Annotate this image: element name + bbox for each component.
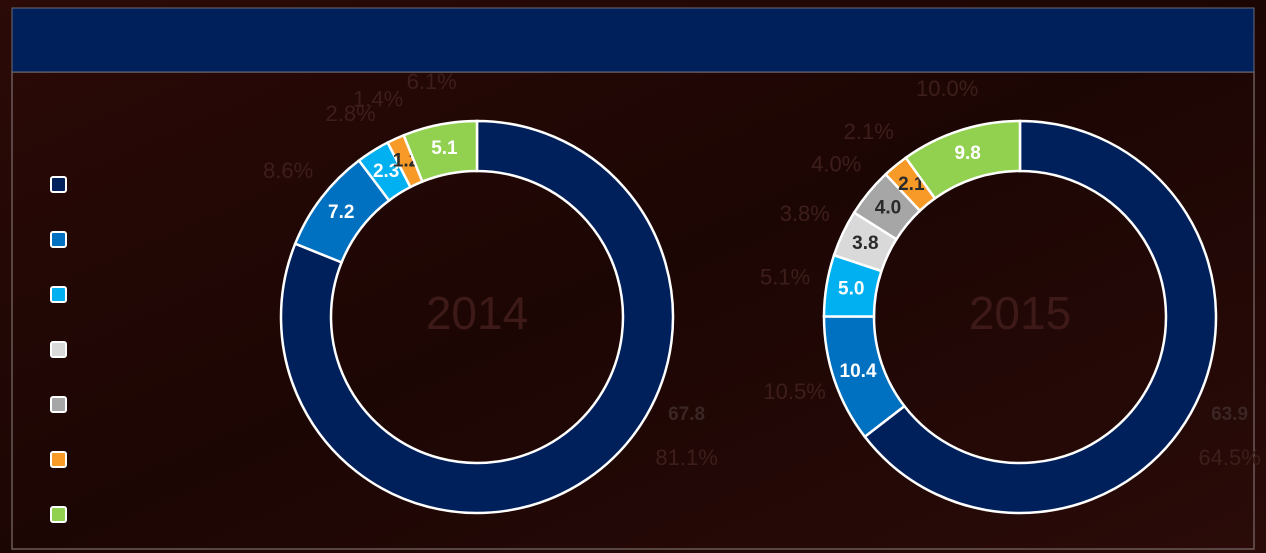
percent-label: 4.0% <box>811 152 861 177</box>
donut-slice <box>863 119 1218 515</box>
percent-label: 3.8% <box>780 201 830 226</box>
value-label: 63.9 <box>1211 404 1248 425</box>
percent-label: 5.1% <box>760 264 810 289</box>
donut-slice <box>279 119 675 515</box>
percent-label: 10.0% <box>916 76 978 101</box>
percent-label: 6.1% <box>407 69 457 94</box>
legend-swatch <box>50 396 67 413</box>
percent-label: 2.1% <box>844 119 894 144</box>
value-label: 7.2 <box>328 202 354 223</box>
percent-label: 10.5% <box>763 379 825 404</box>
percent-label: 64.5% <box>1198 445 1260 470</box>
value-label: 2.3 <box>373 161 399 182</box>
percent-label: 8.6% <box>263 158 313 183</box>
value-label: 67.8 <box>668 404 705 425</box>
value-label: 2.1 <box>898 174 925 195</box>
percent-label: 2.8% <box>326 101 376 126</box>
percent-label: 81.1% <box>655 445 717 470</box>
legend-swatch <box>50 286 67 303</box>
value-label: 3.8 <box>852 233 878 254</box>
percent-label: 1.4% <box>353 86 403 111</box>
legend-swatch <box>50 451 67 468</box>
donut-slice <box>904 119 1022 201</box>
center-title: 2014 <box>426 287 528 339</box>
legend-swatch <box>50 506 67 523</box>
center-title: 2015 <box>969 287 1071 339</box>
value-label: 4.0 <box>875 197 901 218</box>
value-label: 9.8 <box>954 143 980 164</box>
legend-swatch <box>50 176 67 193</box>
legend-swatch <box>50 341 67 358</box>
donut-slice <box>402 119 479 184</box>
header-bar <box>11 7 1255 73</box>
value-label: 10.4 <box>840 361 877 382</box>
value-label: 5.0 <box>838 278 864 299</box>
value-label: 5.1 <box>431 138 458 159</box>
legend-swatch <box>50 231 67 248</box>
